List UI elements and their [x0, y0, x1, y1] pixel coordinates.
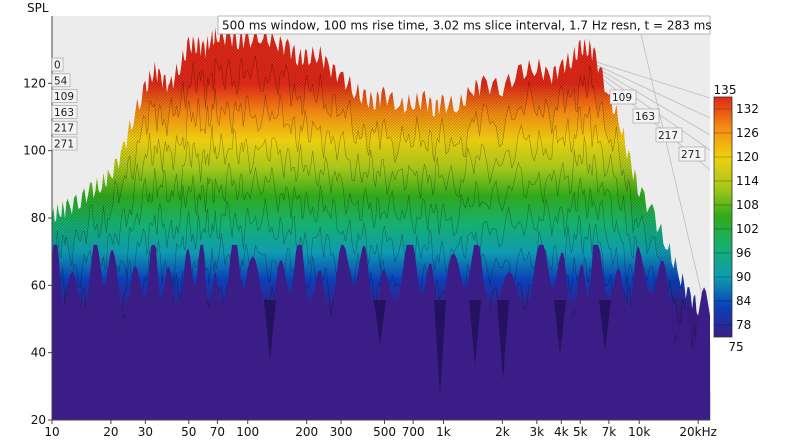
x-tick-label: 30: [138, 425, 153, 439]
slice-tag-right: 109: [609, 89, 637, 105]
colorbar-tick-label: 102: [736, 222, 759, 236]
colorbar-tick-label: 84: [736, 294, 751, 308]
floor-notch: [497, 300, 509, 380]
x-tick-label: 20kHz: [679, 425, 717, 439]
x-tick-label: 20: [103, 425, 118, 439]
floor-notch: [469, 300, 481, 365]
y-tick-label: 80: [31, 211, 46, 225]
floor-notch: [599, 300, 611, 350]
perspective-line: [589, 65, 711, 151]
x-ticks: 10 20 30 50 70 100 200 300 500 700 1k 2k 3k 4k 5k 7k 10k…: [44, 420, 717, 439]
svg-text:271: 271: [681, 149, 701, 161]
y-tick-label: 40: [31, 346, 46, 360]
perspective-lines: [589, 29, 711, 331]
x-tick-label: 5k: [573, 425, 588, 439]
slice-tag-left: 54: [51, 73, 71, 87]
y-tick-label: 60: [31, 278, 46, 292]
perspective-line: [589, 63, 711, 136]
x-tick-label: 100: [236, 425, 259, 439]
x-tick-label: 4k: [554, 425, 569, 439]
y-tick-label: 120: [23, 76, 46, 90]
svg-text:163: 163: [54, 107, 74, 119]
y-tick-label: 100: [23, 144, 46, 158]
colorbar-max-label: 135: [714, 83, 737, 97]
x-tick-label: 2k: [495, 425, 510, 439]
svg-text:109: 109: [612, 92, 632, 104]
colorbar-tick-label: 114: [736, 174, 759, 188]
x-tick-label: 70: [210, 425, 225, 439]
slice-tag-left: 217: [51, 120, 78, 135]
svg-text:54: 54: [54, 75, 68, 87]
x-tick-label: 1k: [436, 425, 451, 439]
x-tick-label: 7k: [602, 425, 617, 439]
x-tick-label: 500: [373, 425, 396, 439]
floor-notch: [434, 300, 446, 395]
floor-notch: [374, 300, 386, 345]
x-tick-label: 10k: [628, 425, 650, 439]
perspective-line: [589, 61, 711, 119]
colorbar-ticks: 132 126 120 114 108 102 96 90 84 78: [714, 102, 759, 332]
colorbar-tick-label: 108: [736, 198, 759, 212]
colorbar-tick-label: 132: [736, 102, 759, 116]
svg-text:271: 271: [54, 139, 74, 151]
svg-text:163: 163: [635, 111, 655, 123]
colorbar-tick-label: 90: [736, 270, 751, 284]
y-axis-label: SPL: [27, 1, 49, 15]
slice-tags-left: 0 54 109 163 217 271: [51, 57, 78, 151]
x-tick-label: 200: [295, 425, 318, 439]
slice-tag-left: 0: [51, 57, 64, 72]
y-tick-label: 20: [31, 413, 46, 427]
slice-tag-left: 109: [51, 89, 78, 103]
chart-title: 500 ms window, 100 ms rise time, 3.02 ms…: [222, 19, 712, 33]
x-tick-label: 50: [181, 425, 196, 439]
floor-notch: [554, 300, 566, 355]
slice-tag-right: 217: [655, 127, 683, 143]
svg-text:217: 217: [54, 123, 74, 135]
title-box: 500 ms window, 100 ms rise time, 3.02 ms…: [217, 15, 712, 35]
slice-tag-left: 163: [51, 105, 78, 119]
perspective-line: [639, 29, 711, 331]
svg-text:109: 109: [54, 91, 74, 103]
slice-tag-left: 271: [51, 136, 78, 151]
x-tick-label: 10: [44, 425, 59, 439]
colorbar-tick-label: 96: [736, 246, 751, 260]
x-tick-label: 3k: [530, 425, 545, 439]
floor-notch: [264, 300, 276, 360]
x-tick-label: 700: [402, 425, 425, 439]
colorbar-min-label: 75: [728, 340, 743, 354]
colorbar-tick-label: 78: [736, 318, 751, 332]
colorbar: 135 75 132 126 120 114 108 102 96 90 84 78: [714, 83, 759, 354]
svg-text:0: 0: [54, 60, 61, 72]
colorbar-tick-label: 126: [736, 126, 759, 140]
slice-tag-right: 163: [632, 108, 660, 124]
colorbar-tick-label: 120: [736, 150, 759, 164]
perspective-line: [589, 59, 711, 99]
waterfall-surface: [51, 26, 711, 422]
svg-text:217: 217: [658, 130, 678, 142]
x-tick-label: 300: [330, 425, 353, 439]
y-ticks: 20 40 60 80 100 120: [23, 76, 52, 427]
slice-tag-right: 271: [678, 146, 706, 162]
